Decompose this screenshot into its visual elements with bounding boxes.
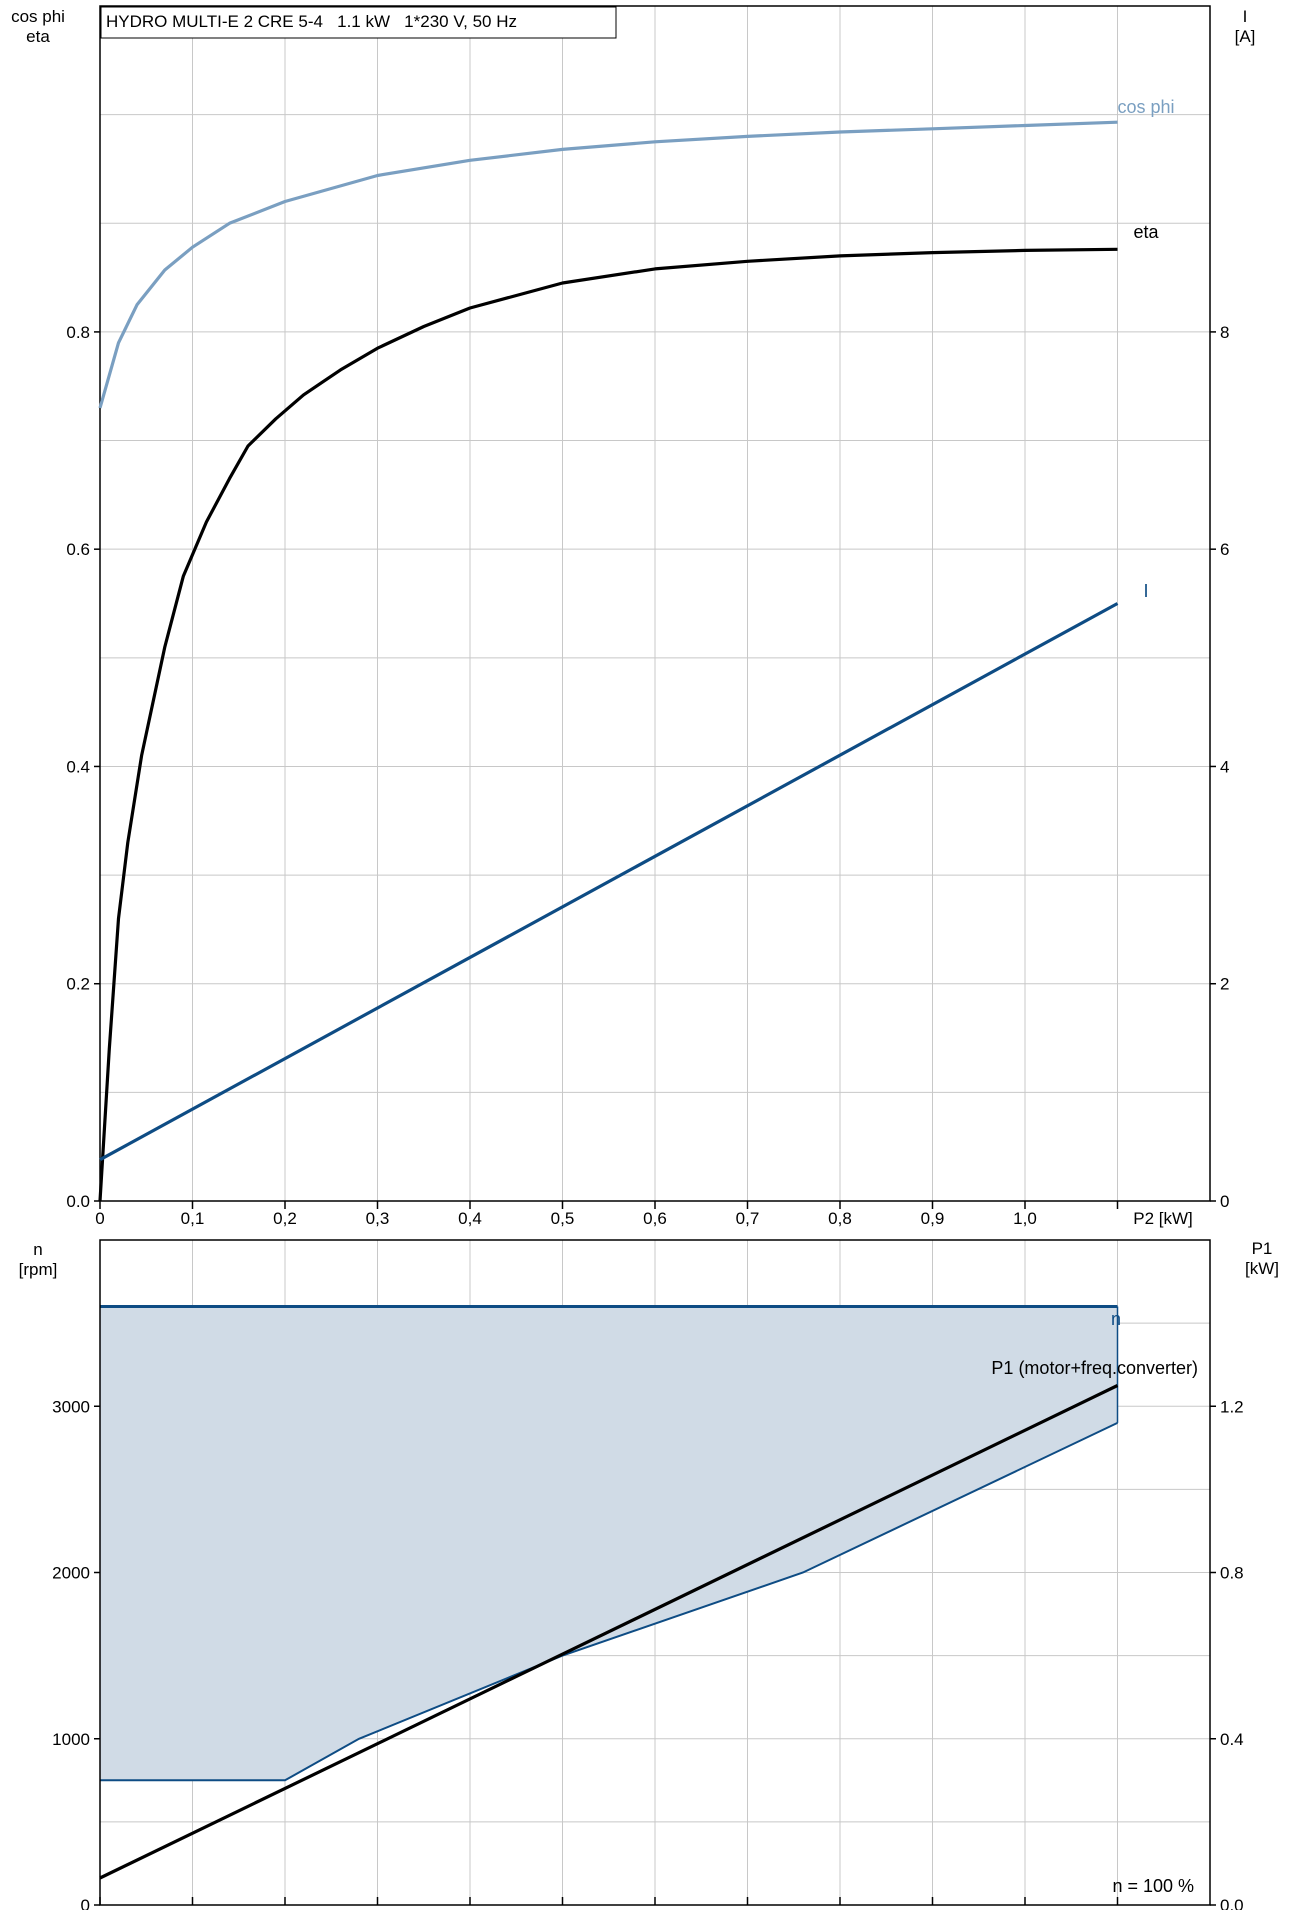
- top-series-group: [98, 120, 1119, 1202]
- bottom-right-y-tick-label: 1.2: [1220, 1397, 1244, 1416]
- top-left-y-tick-label: 0.6: [66, 540, 90, 559]
- bottom-right-axis-title-line1: P1: [1252, 1239, 1273, 1258]
- top-left-y-tick-label: 0.0: [66, 1192, 90, 1211]
- bottom-right-y-tick-label: 0.8: [1220, 1564, 1244, 1583]
- speed-percent-annotation: n = 100 %: [1112, 1876, 1194, 1896]
- bottom-left-y-tick-label: 2000: [52, 1564, 90, 1583]
- bottom-left-axis-title-line1: n: [33, 1240, 42, 1259]
- bottom-right-axis-title-line2: [kW]: [1245, 1259, 1279, 1278]
- bottom-left-y-tick-label: 0: [81, 1896, 90, 1910]
- eta-label: eta: [1133, 222, 1159, 242]
- top-chart: 0 0,1 0,2 0,3 0,4 0,5 0,6 0,7 0,8 0,9 1,0 0.0 0.2 0.4…: [11, 5, 1256, 1228]
- top-x-tick-label: 0,1: [181, 1209, 205, 1228]
- top-right-axis-title-line1: I: [1243, 7, 1248, 26]
- top-right-axis-title-line2: [A]: [1235, 27, 1256, 46]
- top-x-tick-label: 0,3: [366, 1209, 390, 1228]
- top-right-y-tick-label: 4: [1220, 757, 1229, 776]
- top-x-tick-label: 1,0: [1013, 1209, 1037, 1228]
- top-grid: [100, 6, 1210, 1201]
- bottom-left-axis-title-line2: [rpm]: [19, 1260, 58, 1279]
- bottom-chart: 0 1000 2000 3000 0.0 0.4 0.8 1.2 n [rpm] P1 [kW…: [19, 1239, 1279, 1910]
- top-x-tick-label: 0,7: [736, 1209, 760, 1228]
- current-curve: [99, 602, 1119, 1162]
- top-right-y-tick-label: 8: [1220, 323, 1229, 342]
- header-box: [100, 6, 617, 39]
- top-x-tick-label: 0,6: [643, 1209, 667, 1228]
- top-right-y-tick-label: 6: [1220, 540, 1229, 559]
- top-x-tick-label: 0: [95, 1209, 104, 1228]
- current-label: I: [1143, 581, 1148, 601]
- top-right-y-tick-label: 0: [1220, 1192, 1229, 1211]
- p1-curve: [99, 1384, 1119, 1880]
- top-x-axis-title: P2 [kW]: [1133, 1209, 1193, 1228]
- cos-phi-curve: [98, 120, 1118, 409]
- header-text: HYDRO MULTI-E 2 CRE 5-4 1.1 kW 1*230 V, …: [106, 12, 517, 31]
- bottom-left-y-tick-label: 3000: [52, 1397, 90, 1416]
- top-left-y-tick-label: 0.8: [66, 323, 90, 342]
- bottom-series-group: [99, 1305, 1119, 1880]
- bottom-left-y-tick-label: 1000: [52, 1730, 90, 1749]
- top-x-tick-label: 0,4: [458, 1209, 482, 1228]
- top-ticks: 0 0,1 0,2 0,3 0,4 0,5 0,6 0,7 0,8 0,9 1,0 0.0 0.2 0.4…: [66, 323, 1229, 1228]
- speed-min-curve: [100, 1421, 1118, 1782]
- p1-label: P1 (motor+freq.converter): [991, 1358, 1198, 1378]
- cos-phi-label: cos phi: [1117, 97, 1174, 117]
- top-x-tick-label: 0,8: [828, 1209, 852, 1228]
- top-left-axis-title-line2: eta: [26, 27, 50, 46]
- bottom-ticks: 0 1000 2000 3000 0.0 0.4 0.8 1.2: [52, 1397, 1243, 1910]
- top-left-y-tick-label: 0.4: [66, 757, 90, 776]
- eta-curve: [98, 247, 1118, 1202]
- speed-label: n: [1111, 1309, 1121, 1329]
- top-x-tick-label: 0,2: [273, 1209, 297, 1228]
- bottom-right-y-tick-label: 0.4: [1220, 1730, 1244, 1749]
- speed-operating-band: [100, 1306, 1118, 1781]
- top-x-tick-label: 0,9: [921, 1209, 945, 1228]
- top-left-axis-title-line1: cos phi: [11, 7, 65, 26]
- bottom-right-y-tick-label: 0.0: [1220, 1896, 1244, 1910]
- top-x-tick-label: 0,5: [551, 1209, 575, 1228]
- top-right-y-tick-label: 2: [1220, 975, 1229, 994]
- top-left-y-tick-label: 0.2: [66, 975, 90, 994]
